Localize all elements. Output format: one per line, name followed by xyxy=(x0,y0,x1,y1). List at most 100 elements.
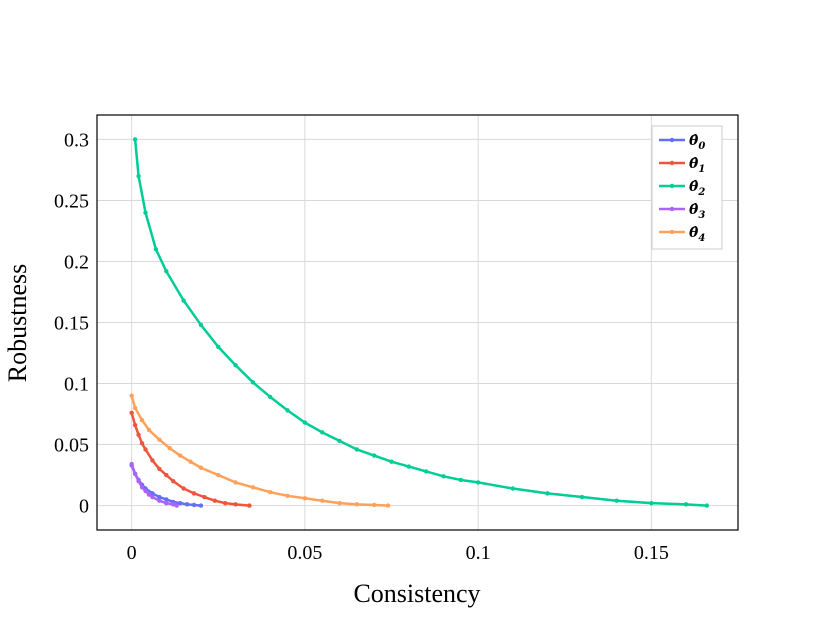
data-point xyxy=(354,502,360,507)
data-point xyxy=(212,498,218,503)
x-axis-title: Consistency xyxy=(353,579,480,608)
x-tick-label: 0.1 xyxy=(466,542,491,564)
data-point xyxy=(139,441,145,446)
series-3 xyxy=(129,461,179,508)
data-point xyxy=(302,420,308,425)
data-point xyxy=(132,137,138,142)
data-point xyxy=(177,453,183,458)
data-point xyxy=(164,269,169,274)
data-point xyxy=(198,503,204,508)
data-point xyxy=(139,417,145,423)
data-point xyxy=(191,491,197,496)
series-2 xyxy=(132,137,710,508)
data-point xyxy=(320,498,325,503)
series-line xyxy=(130,463,178,507)
legend: θ̂0θ̂1θ̂2θ̂3θ̂4 xyxy=(651,125,723,250)
data-point xyxy=(150,494,155,500)
data-point xyxy=(216,472,221,478)
y-axis-title: Robustness xyxy=(3,264,32,382)
y-tick-label: 0 xyxy=(79,496,89,518)
legend-marker xyxy=(669,206,675,212)
legend-marker xyxy=(669,183,675,189)
data-point xyxy=(406,464,412,469)
data-point xyxy=(153,247,159,252)
x-tick-label: 0.05 xyxy=(287,542,322,564)
data-point xyxy=(143,210,148,215)
data-point xyxy=(441,474,446,479)
data-point xyxy=(223,500,228,506)
data-point xyxy=(389,459,394,464)
data-point xyxy=(510,486,515,491)
data-point xyxy=(371,502,377,508)
data-point xyxy=(136,173,141,179)
data-point xyxy=(164,500,169,506)
data-point xyxy=(143,488,148,494)
data-point xyxy=(268,489,273,495)
data-point xyxy=(458,477,464,483)
data-point xyxy=(174,503,179,508)
data-point xyxy=(683,502,689,507)
data-point xyxy=(164,497,169,502)
y-tick-label: 0.15 xyxy=(54,313,89,335)
data-point xyxy=(181,486,186,491)
legend-box xyxy=(651,125,723,250)
data-point xyxy=(614,498,619,503)
data-point xyxy=(129,393,134,398)
data-point xyxy=(171,478,176,484)
data-point xyxy=(150,491,155,496)
data-point xyxy=(285,493,290,499)
data-point xyxy=(268,394,273,400)
data-point xyxy=(167,446,172,451)
legend-marker xyxy=(669,229,675,235)
data-point xyxy=(136,478,141,484)
data-point xyxy=(157,498,162,503)
data-point xyxy=(157,494,162,500)
data-point xyxy=(146,427,152,433)
data-point xyxy=(337,438,342,444)
data-point xyxy=(247,503,252,508)
data-point xyxy=(475,480,481,485)
legend-marker xyxy=(669,137,675,143)
data-point xyxy=(233,502,238,507)
data-point xyxy=(545,491,550,496)
data-point xyxy=(129,410,134,416)
data-point xyxy=(188,459,193,464)
data-point xyxy=(385,503,391,508)
data-point xyxy=(157,437,162,442)
data-point xyxy=(250,485,256,490)
series-4 xyxy=(129,393,391,508)
data-point xyxy=(136,432,141,437)
data-point xyxy=(285,408,290,413)
data-point xyxy=(202,494,207,500)
data-point xyxy=(164,472,169,478)
series-1 xyxy=(129,410,252,508)
data-point xyxy=(171,502,176,507)
data-point xyxy=(132,405,138,411)
data-point xyxy=(177,500,183,506)
data-point xyxy=(132,471,138,477)
data-point xyxy=(233,363,238,368)
data-point xyxy=(302,496,308,501)
data-point xyxy=(181,298,186,303)
data-point xyxy=(320,430,325,435)
x-tick-label: 0 xyxy=(127,542,137,564)
data-point xyxy=(157,466,162,472)
y-tick-label: 0.2 xyxy=(64,251,89,273)
legend-marker xyxy=(669,160,675,166)
data-point xyxy=(579,494,585,500)
data-point xyxy=(354,447,360,452)
data-point xyxy=(233,480,238,485)
data-point xyxy=(184,502,190,507)
data-point xyxy=(129,461,134,467)
data-point xyxy=(150,458,155,463)
series-layer xyxy=(129,137,710,508)
grid xyxy=(97,115,738,530)
tick-labels: 0 0.05 0.1 0.15 0 0.05 0.1 0.15 0.2 0.25 0.3 xyxy=(54,129,669,564)
x-tick-label: 0.15 xyxy=(634,542,669,564)
data-point xyxy=(216,344,221,350)
data-point xyxy=(337,500,342,506)
data-point xyxy=(198,465,204,470)
y-tick-label: 0.25 xyxy=(54,190,89,212)
series-line xyxy=(133,139,707,507)
